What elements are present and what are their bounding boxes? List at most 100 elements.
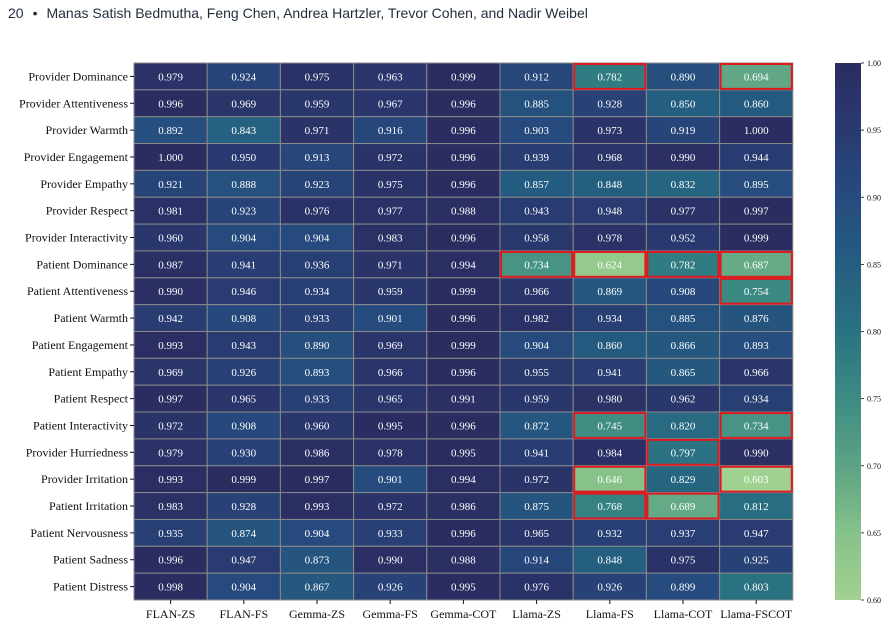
cell-value-label: 0.993 — [158, 474, 183, 486]
heatmap-cell — [719, 465, 794, 494]
heatmap-cell — [645, 331, 721, 359]
row-label: Patient Interactivity — [33, 418, 128, 432]
cell-value-label: 0.866 — [671, 340, 696, 352]
cell-value-label: 0.983 — [158, 501, 183, 513]
row-labels: Provider Dominance Provider Attentiveness… — [19, 69, 134, 594]
colorbar-tick-label: 0.70 — [867, 462, 881, 471]
cell-value-label: 0.972 — [524, 474, 549, 486]
cell-value-label: 0.924 — [231, 71, 256, 83]
colorbar-gradient — [835, 63, 861, 600]
heatmap-cell — [206, 465, 281, 494]
cell-value-label: 0.966 — [524, 286, 549, 298]
cell-value-label: 0.860 — [744, 98, 769, 110]
heatmap-cell — [719, 169, 794, 198]
cell-value-label: 0.996 — [451, 179, 476, 191]
cell-value-label: 0.960 — [158, 233, 183, 245]
cell-value-label: 0.998 — [158, 582, 183, 594]
cell-value-label: 0.996 — [158, 555, 183, 567]
cell-value-label: 0.977 — [671, 206, 696, 218]
cell-value-label: 0.995 — [378, 420, 403, 432]
heatmap-cell — [572, 304, 647, 332]
heatmap-cell — [206, 331, 281, 359]
heatmap-cell — [719, 331, 794, 359]
cell-value-label: 0.939 — [524, 152, 549, 164]
heatmap-cell — [572, 518, 647, 547]
cell-value-label: 0.959 — [378, 286, 403, 298]
cell-value-label: 0.867 — [305, 582, 330, 594]
heatmap-cell — [572, 465, 647, 494]
cell-value-label: 0.950 — [231, 152, 256, 164]
cell-value-label: 0.941 — [524, 447, 549, 459]
cell-value-label: 0.994 — [451, 259, 476, 271]
colorbar-tick-label: 0.90 — [867, 193, 881, 202]
heatmap-cell — [719, 116, 794, 145]
cell-value-label: 0.928 — [231, 501, 256, 513]
row-label: Provider Attentiveness — [19, 96, 128, 110]
row-label: Provider Irritation — [41, 472, 128, 486]
heatmap-cell — [133, 465, 208, 494]
cell-value-label: 0.908 — [231, 313, 256, 325]
cell-value-label: 0.919 — [671, 125, 696, 137]
heatmap-cell — [133, 331, 208, 359]
row-label: Patient Irritation — [49, 499, 128, 513]
heatmap-cell — [719, 357, 794, 386]
heatmap-cell — [279, 169, 355, 198]
cell-value-label: 0.904 — [231, 233, 256, 245]
highlight-box — [646, 492, 720, 520]
cell-value-label: 0.903 — [524, 125, 549, 137]
cell-value-label: 0.969 — [158, 367, 183, 379]
cell-value-label: 0.687 — [744, 259, 769, 271]
cell-value-label: 0.972 — [158, 420, 183, 432]
cell-value-label: 0.969 — [231, 98, 256, 110]
cell-value-label: 0.928 — [597, 98, 622, 110]
cell-value-label: 0.874 — [231, 528, 256, 540]
cell-value-label: 0.979 — [158, 447, 183, 459]
cell-value-label: 0.959 — [524, 394, 549, 406]
cell-value-label: 0.901 — [378, 313, 403, 325]
row-label: Patient Respect — [54, 392, 129, 406]
highlight-box — [573, 465, 647, 493]
heatmap-cell — [206, 62, 281, 91]
heatmap-cell — [719, 545, 794, 574]
cell-value-label: 0.904 — [524, 340, 549, 352]
colorbar-tick-label: 1.00 — [867, 59, 881, 68]
cell-value-label: 0.975 — [305, 71, 330, 83]
heatmap-cell — [206, 196, 281, 225]
heatmap-cell — [719, 62, 794, 91]
cell-value-label: 0.997 — [744, 206, 769, 218]
cell-value-label: 0.971 — [305, 125, 330, 137]
cell-value-label: 0.978 — [597, 233, 622, 245]
cell-value-label: 0.848 — [597, 555, 622, 567]
heatmap-cell — [499, 465, 574, 494]
cell-value-label: 0.885 — [671, 313, 696, 325]
heatmap-cell — [499, 116, 574, 145]
cell-value-label: 0.967 — [378, 98, 403, 110]
colorbar-tick-label: 0.65 — [867, 529, 881, 538]
cell-value-label: 0.980 — [597, 394, 622, 406]
cell-value-label: 0.914 — [524, 555, 549, 567]
heatmap-cell — [572, 384, 647, 413]
cell-value-label: 0.966 — [744, 367, 769, 379]
row-label: Patient Engagement — [32, 338, 129, 352]
cell-value-label: 0.952 — [671, 233, 696, 245]
heatmap-cell — [719, 572, 794, 601]
heatmap-cell — [426, 572, 501, 601]
highlight-box — [719, 250, 793, 278]
cell-value-label: 0.993 — [158, 340, 183, 352]
cell-value-label: 0.892 — [158, 125, 183, 137]
row-label: Provider Empathy — [40, 177, 128, 191]
heatmap-cell — [133, 572, 208, 601]
cell-value-label: 0.990 — [158, 286, 183, 298]
page-number: 20 — [8, 5, 24, 21]
heatmap-cell — [426, 411, 501, 440]
row-label: Provider Engagement — [24, 150, 129, 164]
cell-value-label: 0.965 — [378, 394, 403, 406]
cell-value-label: 0.975 — [378, 179, 403, 191]
cell-value-label: 0.996 — [451, 233, 476, 245]
heatmap-cell — [426, 169, 501, 198]
cell-value-label: 0.832 — [671, 179, 696, 191]
column-label: Llama-FS — [586, 607, 634, 621]
heatmap-cell — [353, 304, 428, 332]
row-label: Patient Dominance — [36, 257, 128, 271]
